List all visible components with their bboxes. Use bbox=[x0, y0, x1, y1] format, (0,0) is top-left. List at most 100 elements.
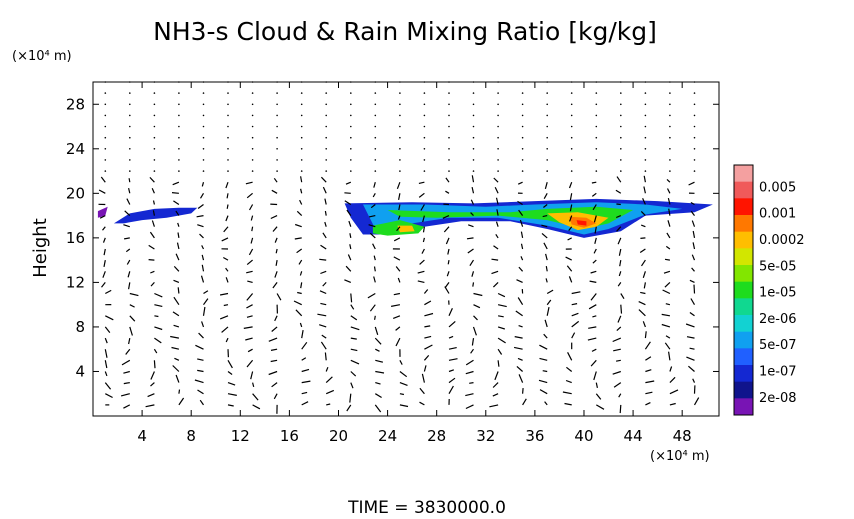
wind-arrow bbox=[424, 335, 432, 339]
wind-dot bbox=[423, 92, 426, 94]
wind-arrow bbox=[445, 177, 450, 183]
colorbar-swatch bbox=[734, 248, 753, 266]
wind-arrow bbox=[522, 388, 524, 394]
wind-arrow bbox=[219, 292, 229, 296]
wind-dot bbox=[570, 136, 573, 139]
wind-dot bbox=[693, 114, 696, 117]
wind-dot bbox=[423, 159, 426, 161]
wind-arrow bbox=[275, 259, 278, 266]
wind-dot bbox=[448, 92, 450, 94]
wind-dot bbox=[570, 170, 573, 172]
wind-dot bbox=[276, 170, 278, 172]
wind-dot bbox=[570, 92, 573, 94]
wind-dot bbox=[546, 159, 548, 161]
wind-dot bbox=[497, 103, 499, 106]
wind-dot bbox=[399, 170, 401, 172]
x-tick-label: 36 bbox=[525, 427, 544, 445]
wind-arrow bbox=[514, 336, 523, 339]
wind-arrow bbox=[691, 267, 695, 272]
wind-arrow bbox=[424, 325, 431, 328]
wind-arrow bbox=[251, 226, 254, 232]
mixing-ratio-field bbox=[97, 198, 713, 238]
wind-arrow bbox=[544, 182, 548, 190]
wind-arrow bbox=[495, 197, 499, 205]
wind-arrow bbox=[617, 282, 622, 287]
wind-arrow bbox=[489, 404, 499, 408]
wind-arrow bbox=[324, 210, 327, 216]
wind-arrow bbox=[128, 337, 131, 345]
wind-arrow bbox=[326, 403, 331, 406]
wind-dot bbox=[472, 125, 475, 128]
wind-arrow bbox=[125, 248, 131, 253]
wind-arrow bbox=[638, 301, 646, 306]
wind-arrow bbox=[150, 371, 155, 380]
wind-arrow bbox=[201, 182, 205, 187]
wind-dot bbox=[448, 114, 450, 117]
wind-dot bbox=[350, 114, 352, 117]
wind-arrow bbox=[642, 271, 646, 278]
wind-arrow bbox=[615, 215, 622, 219]
wind-arrow bbox=[520, 231, 524, 239]
wind-arrow bbox=[399, 382, 408, 386]
wind-dot bbox=[300, 92, 303, 94]
wind-arrow bbox=[252, 382, 255, 388]
x-tick-label: 24 bbox=[378, 427, 397, 445]
wind-arrow bbox=[685, 323, 695, 328]
wind-arrow bbox=[148, 244, 155, 250]
x-tick-label: 20 bbox=[329, 427, 348, 445]
wind-arrow bbox=[544, 319, 548, 328]
wind-arrow bbox=[221, 326, 229, 333]
wind-arrow bbox=[396, 181, 401, 190]
wind-arrow bbox=[320, 176, 327, 183]
wind-dot bbox=[153, 148, 156, 150]
wind-arrow bbox=[123, 370, 130, 374]
wind-dot bbox=[669, 92, 671, 94]
wind-arrow bbox=[569, 193, 573, 201]
wind-arrow bbox=[472, 326, 477, 336]
wind-dot bbox=[399, 92, 401, 94]
wind-arrow bbox=[99, 215, 106, 219]
wind-arrow bbox=[325, 366, 329, 372]
wind-arrow bbox=[539, 357, 548, 361]
wind-arrow bbox=[471, 175, 475, 183]
wind-arrow bbox=[544, 401, 548, 406]
wind-dot bbox=[448, 170, 450, 172]
wind-arrow bbox=[396, 226, 401, 232]
wind-dot bbox=[669, 114, 671, 117]
wind-arrow bbox=[350, 371, 357, 377]
wind-dot bbox=[300, 136, 303, 139]
wind-arrow bbox=[645, 356, 652, 361]
wind-arrow bbox=[545, 253, 548, 261]
wind-arrow bbox=[197, 224, 204, 228]
wind-dot bbox=[570, 103, 573, 106]
wind-arrow bbox=[546, 306, 550, 316]
colorbar-swatch bbox=[734, 181, 753, 199]
wind-arrow bbox=[201, 245, 205, 250]
wind-dot bbox=[546, 114, 548, 117]
wind-arrow bbox=[569, 215, 573, 222]
wind-dot bbox=[669, 148, 671, 150]
wind-arrow bbox=[225, 267, 229, 272]
wind-arrow bbox=[345, 265, 352, 272]
wind-dot bbox=[521, 92, 524, 94]
wind-arrow bbox=[268, 370, 278, 376]
wind-arrow bbox=[447, 248, 450, 255]
wind-arrow bbox=[194, 379, 204, 384]
wind-arrow bbox=[645, 391, 653, 395]
wind-arrow bbox=[105, 289, 112, 295]
wind-arrow bbox=[491, 258, 499, 261]
wind-dot bbox=[693, 125, 696, 128]
wind-dot bbox=[497, 159, 499, 161]
x-tick-label: 32 bbox=[476, 427, 495, 445]
wind-arrow bbox=[147, 393, 155, 398]
wind-dot bbox=[620, 170, 622, 172]
wind-arrow bbox=[546, 289, 554, 295]
wind-arrow bbox=[421, 373, 425, 383]
wind-arrow bbox=[202, 306, 206, 316]
wind-arrow bbox=[123, 404, 131, 409]
wind-arrow bbox=[564, 402, 572, 406]
wind-dot bbox=[202, 170, 205, 172]
wind-dot bbox=[276, 159, 278, 161]
wind-arrow bbox=[149, 176, 155, 183]
wind-dot bbox=[325, 103, 328, 106]
